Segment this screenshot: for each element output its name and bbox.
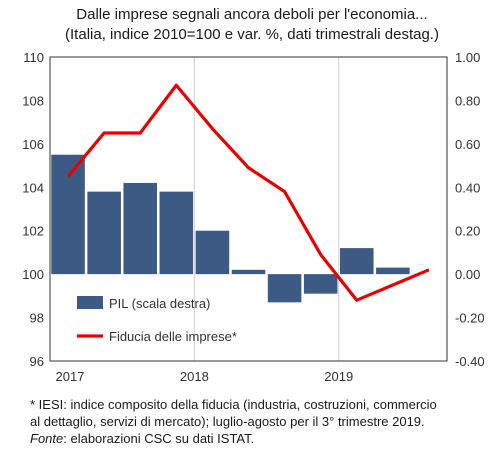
footnote-line-2: al dettaglio, servizi di mercato); lugli… bbox=[30, 414, 425, 429]
legend: PIL (scala destra) Fiducia delle imprese* bbox=[77, 296, 237, 344]
pil-bar bbox=[339, 248, 374, 275]
x-tick-label: 2017 bbox=[56, 369, 85, 384]
y-left-tick-label: 102 bbox=[22, 224, 44, 239]
bar-series-pil bbox=[51, 154, 410, 303]
grid bbox=[193, 57, 340, 361]
y-right-tick-label: 0.20 bbox=[455, 224, 480, 239]
legend-label-pil: PIL (scala destra) bbox=[109, 296, 210, 311]
y-left-tick-label: 104 bbox=[22, 180, 44, 195]
y-left-tick-label: 106 bbox=[22, 137, 44, 152]
x-tick-label: 2018 bbox=[180, 369, 209, 384]
chart-title: Dalle imprese segnali ancora deboli per … bbox=[76, 6, 428, 23]
source-text: : elaborazioni CSC su dati ISTAT. bbox=[63, 431, 255, 446]
pil-bar bbox=[87, 191, 121, 275]
plot-frame bbox=[49, 56, 448, 362]
chart-canvas: 96 98 100 102 104 106 108 110 -0.40 -0.20 0.00 0.20… bbox=[22, 50, 484, 384]
y-right-tick-label: 0.60 bbox=[455, 137, 480, 152]
y-left-tick-label: 100 bbox=[22, 267, 44, 282]
pil-bar bbox=[123, 182, 158, 275]
line-series-fiducia bbox=[66, 83, 430, 302]
chart-subtitle: (Italia, indice 2010=100 e var. %, dati … bbox=[65, 26, 439, 43]
y-right-tick-label: 1.00 bbox=[455, 50, 480, 65]
y-right-tick-label: 0.00 bbox=[455, 267, 480, 282]
y-right-tick-label: 0.80 bbox=[455, 93, 480, 108]
source-label: Fonte bbox=[30, 431, 64, 446]
pil-bar bbox=[267, 274, 302, 303]
pil-bar bbox=[303, 274, 338, 294]
pil-bar bbox=[159, 191, 194, 275]
pil-bar bbox=[195, 230, 230, 275]
pil-bar bbox=[231, 269, 266, 275]
y-right-tick-label: 0.40 bbox=[455, 180, 480, 195]
footnote-line-1: * IESI: indice composito della fiducia (… bbox=[30, 397, 437, 412]
legend-swatch-pil bbox=[77, 296, 103, 309]
x-tick-label: 2019 bbox=[324, 369, 353, 384]
y-left-tick-label: 96 bbox=[30, 354, 44, 369]
axes: 96 98 100 102 104 106 108 110 -0.40 -0.20 0.00 0.20… bbox=[22, 50, 484, 384]
pil-bar bbox=[51, 154, 85, 275]
pil-bar bbox=[376, 267, 410, 275]
legend-label-fiducia: Fiducia delle imprese* bbox=[109, 329, 237, 344]
source-note: Fonte: elaborazioni CSC su dati ISTAT. bbox=[30, 430, 480, 447]
y-left-tick-label: 110 bbox=[23, 50, 44, 65]
y-right-tick-label: -0.20 bbox=[455, 311, 485, 326]
y-left-tick-label: 98 bbox=[30, 311, 44, 326]
y-right-tick-label: -0.40 bbox=[455, 354, 485, 369]
fiducia-line bbox=[66, 83, 430, 302]
y-left-tick-label: 108 bbox=[22, 93, 44, 108]
